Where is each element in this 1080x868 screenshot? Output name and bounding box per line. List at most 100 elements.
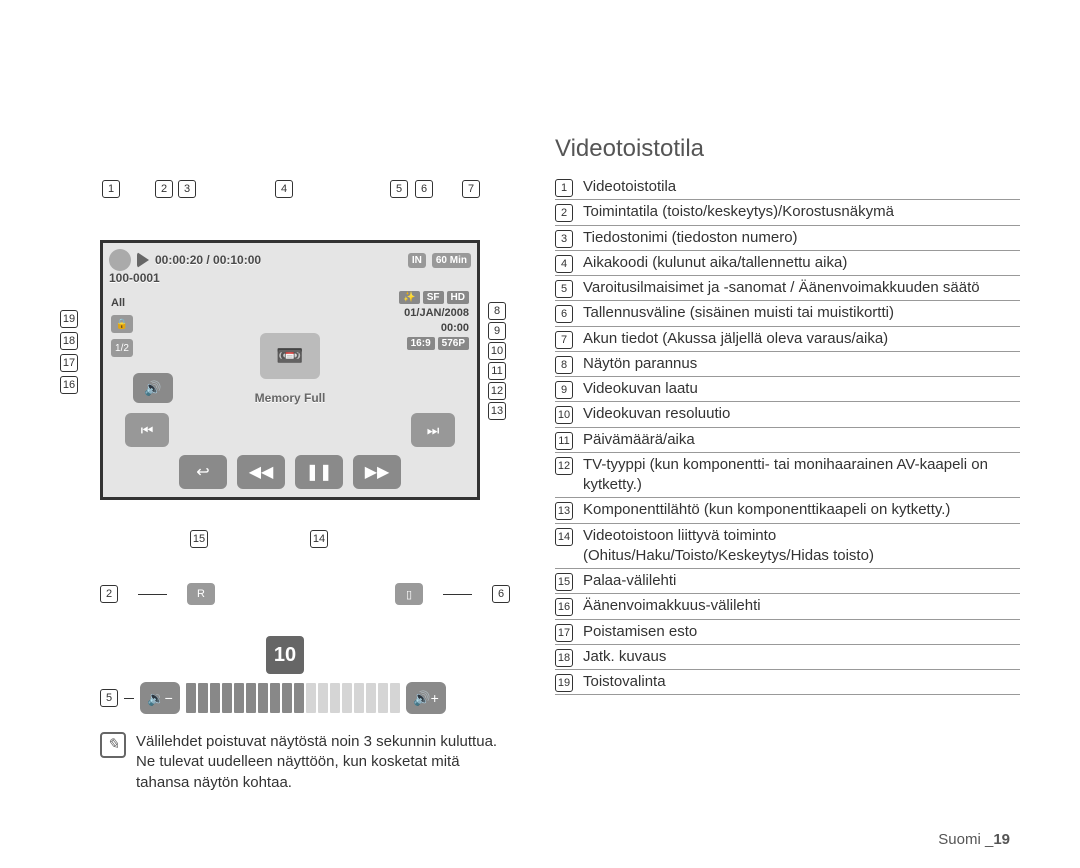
callout-8: 8 bbox=[488, 302, 506, 320]
volume-segment bbox=[366, 683, 376, 713]
legend-text: Näytön parannus bbox=[583, 354, 1020, 374]
legend-text: Videotoistoon liittyvä toiminto (Ohitus/… bbox=[583, 526, 1020, 567]
sf-badge: SF bbox=[423, 291, 444, 304]
legend-row: 1Videotoistotila bbox=[555, 175, 1020, 200]
rewind-button[interactable]: ◀◀ bbox=[237, 455, 285, 489]
legend-row: 7 Akun tiedot (Akussa jäljellä oleva vara… bbox=[555, 327, 1020, 352]
note-row: ✎ Välilehdet poistuvat näytöstä noin 3 s… bbox=[100, 732, 500, 793]
callout-5b: 5 bbox=[100, 689, 118, 707]
legend-number: 7 bbox=[555, 331, 573, 349]
legend-row: 3Tiedostonimi (tiedoston numero) bbox=[555, 226, 1020, 251]
volume-level-badge: 10 bbox=[266, 636, 304, 674]
legend-text: Tallennusväline (sisäinen muisti tai mui… bbox=[583, 303, 1020, 323]
legend-text: Toistovalinta bbox=[583, 672, 1020, 692]
volume-segment bbox=[306, 683, 316, 713]
legend-text: Videokuvan resoluutio bbox=[583, 404, 1020, 424]
volume-segment bbox=[318, 683, 328, 713]
footer-lang: Suomi _ bbox=[938, 831, 993, 848]
hd-badge: HD bbox=[447, 291, 469, 304]
legend-row: 13 Komponenttilähtö (kun komponenttikaape… bbox=[555, 498, 1020, 523]
legend-row: 6Tallennusväline (sisäinen muisti tai mu… bbox=[555, 301, 1020, 326]
legend-text: Palaa-välilehti bbox=[583, 571, 1020, 591]
legend-number: 4 bbox=[555, 255, 573, 273]
legend-row: 8Näytön parannus bbox=[555, 352, 1020, 377]
volume-segment bbox=[354, 683, 364, 713]
volume-segment bbox=[198, 683, 208, 713]
legend-number: 3 bbox=[555, 230, 573, 248]
callout-19: 19 bbox=[60, 310, 78, 328]
p576-badge: 576P bbox=[438, 337, 469, 350]
legend-row: 5Varoitusilmaisimet ja -sanomat / Äänenv… bbox=[555, 276, 1020, 301]
legend-row: 2Toimintatila (toisto/keskeytys)/Korostu… bbox=[555, 200, 1020, 225]
volume-segment bbox=[342, 683, 352, 713]
callout-10: 10 bbox=[488, 342, 506, 360]
lock-icon: 🔒 bbox=[111, 315, 133, 333]
legend-row: 11Päivämäärä/aika bbox=[555, 428, 1020, 453]
legend-number: 14 bbox=[555, 528, 573, 546]
note-text: Välilehdet poistuvat näytöstä noin 3 sek… bbox=[136, 732, 500, 793]
volume-segment bbox=[294, 683, 304, 713]
legend-row: 19 Toistovalinta bbox=[555, 670, 1020, 695]
card-icon: ▯ bbox=[395, 583, 423, 605]
timecode: 00:00:20 / 00:10:00 bbox=[155, 253, 261, 267]
volume-segment bbox=[258, 683, 268, 713]
footer-page-number: 19 bbox=[993, 831, 1010, 848]
volume-bar-row: 5 🔉− 🔊+ bbox=[100, 682, 510, 714]
legend-number: 2 bbox=[555, 204, 573, 222]
legend-number: 9 bbox=[555, 381, 573, 399]
page-footer: Suomi _19 bbox=[938, 831, 1010, 848]
volume-segment bbox=[222, 683, 232, 713]
play-icon bbox=[137, 252, 149, 268]
volume-bar[interactable] bbox=[186, 683, 400, 713]
transport-controls: ↩ ◀◀ ❚❚ ▶▶ bbox=[179, 455, 401, 489]
callout-4: 4 bbox=[275, 180, 293, 198]
legend-text: Poistamisen esto bbox=[583, 622, 1020, 642]
legend-text: Videokuvan laatu bbox=[583, 379, 1020, 399]
callout-2b: 2 bbox=[100, 585, 118, 603]
legend-number: 15 bbox=[555, 573, 573, 591]
r-icon: R bbox=[187, 583, 215, 605]
volume-segment bbox=[378, 683, 388, 713]
volume-segment bbox=[390, 683, 400, 713]
legend-table: 1Videotoistotila2Toimintatila (toisto/ke… bbox=[555, 175, 1020, 695]
legend-number: 17 bbox=[555, 624, 573, 642]
legend-text: Komponenttilähtö (kun komponenttikaapeli… bbox=[583, 500, 1020, 520]
back-button[interactable]: ↩ bbox=[179, 455, 227, 489]
reel-icon bbox=[109, 249, 131, 271]
legend-number: 19 bbox=[555, 674, 573, 692]
left-column: 1 2 3 4 5 6 7 19 18 17 16 8 9 10 11 12 1… bbox=[60, 180, 510, 793]
volume-down-button[interactable]: 🔉− bbox=[140, 682, 180, 714]
skip-prev-button[interactable]: ⏮ bbox=[125, 413, 169, 447]
cont-icon: 1/2 bbox=[111, 339, 133, 357]
callout-7: 7 bbox=[462, 180, 480, 198]
repeat-all: All bbox=[111, 297, 133, 309]
legend-row: 17 Poistamisen esto bbox=[555, 620, 1020, 645]
legend-row: 14 Videotoistoon liittyvä toiminto (Ohitu… bbox=[555, 524, 1020, 570]
volume-segment bbox=[234, 683, 244, 713]
playback-screen: 00:00:20 / 00:10:00 IN 60 Min 100-0001 A… bbox=[100, 240, 480, 500]
volume-segment bbox=[210, 683, 220, 713]
enhance-icon: ✨ bbox=[399, 291, 419, 304]
storage-in-badge: IN bbox=[408, 253, 426, 268]
legend-text: Akun tiedot (Akussa jäljellä oleva varau… bbox=[583, 329, 1020, 349]
legend-number: 18 bbox=[555, 649, 573, 667]
legend-text: Päivämäärä/aika bbox=[583, 430, 1020, 450]
volume-up-button[interactable]: 🔊+ bbox=[406, 682, 446, 714]
volume-segment bbox=[330, 683, 340, 713]
legend-text: Jatk. kuvaus bbox=[583, 647, 1020, 667]
skip-next-button[interactable]: ⏭ bbox=[411, 413, 455, 447]
right-column: Videotoistotila 1Videotoistotila2Toimint… bbox=[555, 135, 1020, 695]
sub-indicator-row: 2 R ▯ 6 bbox=[100, 580, 510, 608]
legend-number: 13 bbox=[555, 502, 573, 520]
pause-button[interactable]: ❚❚ bbox=[295, 455, 343, 489]
volume-button[interactable]: 🔊 bbox=[133, 373, 173, 403]
legend-number: 1 bbox=[555, 179, 573, 197]
time-text: 00:00 bbox=[441, 322, 469, 334]
callout-3: 3 bbox=[178, 180, 196, 198]
callout-18: 18 bbox=[60, 332, 78, 350]
callout-6b: 6 bbox=[492, 585, 510, 603]
callout-1: 1 bbox=[102, 180, 120, 198]
callout-2: 2 bbox=[155, 180, 173, 198]
forward-button[interactable]: ▶▶ bbox=[353, 455, 401, 489]
page-heading: Videotoistotila bbox=[555, 135, 1020, 163]
